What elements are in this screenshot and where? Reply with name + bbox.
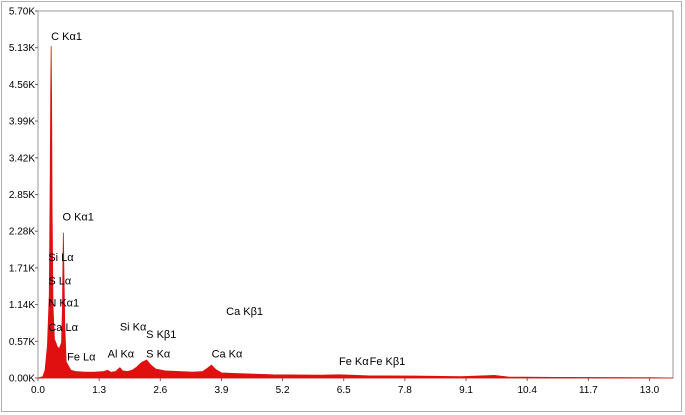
x-tick-label: 1.3 — [92, 385, 106, 396]
y-tick-label: 3.42K — [9, 153, 35, 164]
x-tick-label: 6.5 — [337, 385, 351, 396]
y-tick-label: 3.99K — [9, 117, 35, 128]
peak-label: Si Kα — [120, 321, 147, 333]
peak-label: Ca Kβ1 — [226, 306, 263, 318]
peak-label: Al Kα — [108, 348, 135, 360]
x-tick-label: 5.2 — [276, 385, 290, 396]
y-tick-label: 0.57K — [9, 337, 35, 348]
x-tick-label: 11.7 — [579, 385, 598, 396]
y-tick-label: 1.14K — [9, 300, 35, 311]
x-tick-label: 3.9 — [214, 385, 228, 396]
x-tick-label: 2.6 — [153, 385, 167, 396]
y-tick-label: 0.00K — [9, 374, 35, 385]
annotation-group: C Kα1 O Kα1 Si Lα S Lα N Kα1 Ca Lα Fe Lα Al Kα S… — [48, 31, 405, 368]
peak-label: Si Lα — [48, 252, 74, 264]
x-tick-label: 9.1 — [459, 385, 473, 396]
plot-area — [37, 46, 674, 379]
peak-label: S Kα — [146, 348, 171, 360]
peak-label: N Kα1 — [48, 298, 79, 310]
y-tick-label: 5.13K — [9, 43, 35, 54]
x-tick-label: 10.4 — [517, 385, 537, 396]
spectrum-series — [37, 46, 674, 379]
y-tick-label: 1.71K — [9, 263, 35, 274]
peak-label: Ca Kα — [212, 348, 243, 360]
axes-group: 0.00K 0.57K 1.14K 1.71K 2.28K 2.85K 3.42K 3.99K… — [9, 7, 674, 396]
peak-label: O Kα1 — [62, 211, 93, 223]
y-tick-label: 2.85K — [9, 190, 35, 201]
x-tick-label: 0.0 — [31, 385, 45, 396]
peak-label: S Kβ1 — [146, 329, 176, 341]
y-tick-label: 4.56K — [9, 80, 35, 91]
peak-label: Ca Lα — [48, 322, 78, 334]
x-tick-label: 7.8 — [398, 385, 412, 396]
peak-label: Fe Kβ1 — [370, 356, 406, 368]
peak-label: Fe Lα — [67, 352, 96, 364]
x-tick-label: 13.0 — [640, 385, 660, 396]
peak-label: S Lα — [48, 276, 72, 288]
peak-label: Fe Kα — [339, 356, 369, 368]
peak-label: C Kα1 — [51, 31, 82, 43]
y-tick-label: 5.70K — [9, 7, 35, 18]
y-tick-label: 2.28K — [9, 227, 35, 238]
